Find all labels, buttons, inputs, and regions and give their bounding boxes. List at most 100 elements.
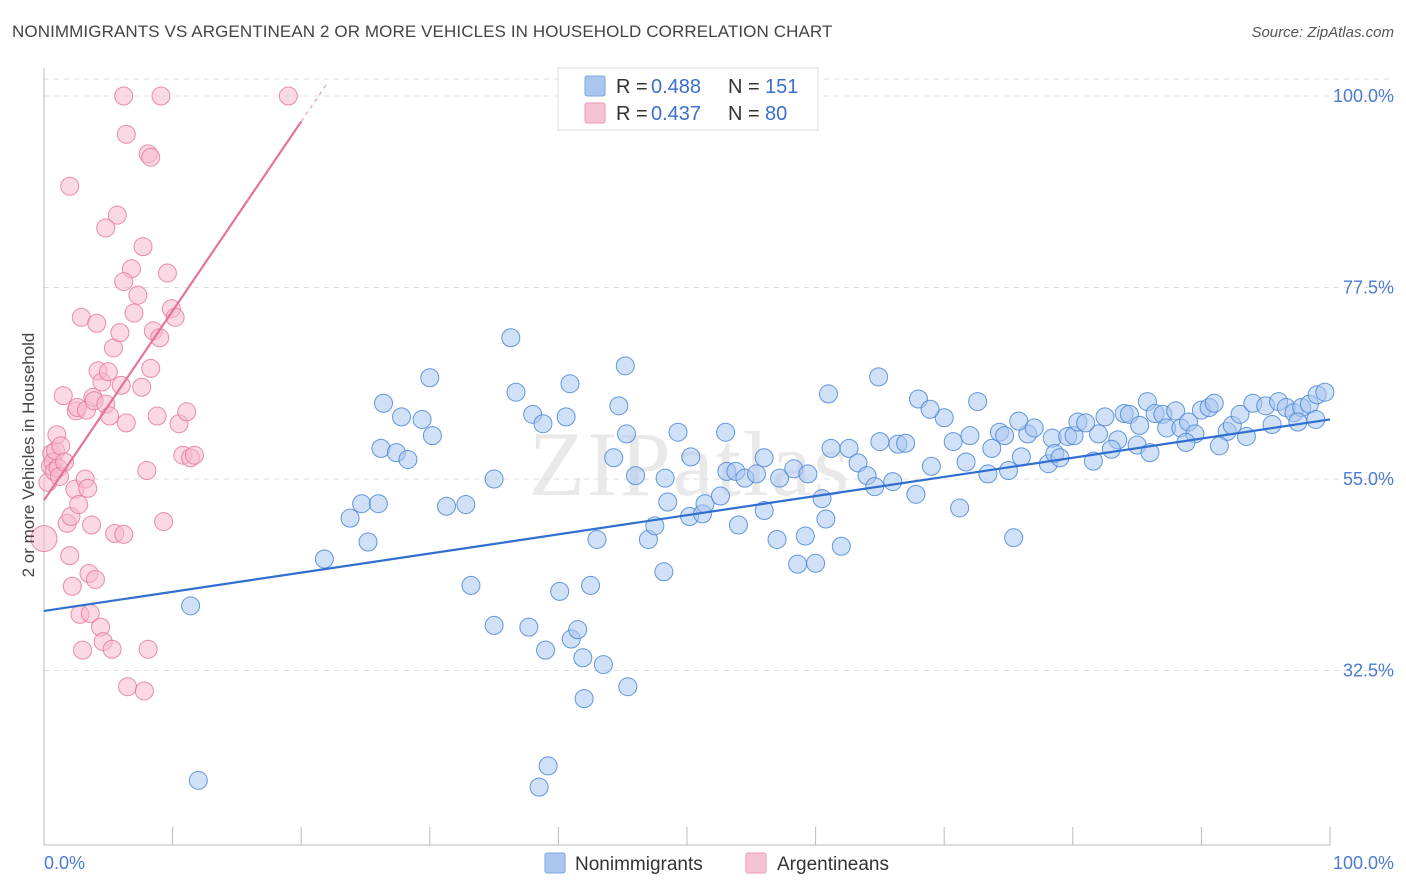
nonimmigrants-point-81 bbox=[960, 426, 980, 446]
nonimmigrants-point-12 bbox=[412, 409, 432, 429]
nonimmigrants-point-116 bbox=[1230, 404, 1250, 424]
nonimmigrants-point-50 bbox=[710, 486, 730, 506]
nonimmigrants-point-131 bbox=[560, 374, 580, 394]
nonimmigrants-point-35 bbox=[593, 655, 613, 675]
legend: R = 0.488 N = 151 R = 0.437 N = 80 bbox=[557, 67, 819, 131]
y-tick-labels: 32.5% 55.0% 77.5% 100.0% bbox=[1333, 86, 1394, 681]
nonimmigrants-point-13 bbox=[420, 368, 440, 388]
argentineans-point-54 bbox=[134, 681, 154, 701]
argentineans-point-33 bbox=[87, 313, 107, 333]
nonimmigrants-point-102 bbox=[1130, 415, 1150, 435]
nonimmigrants-point-6 bbox=[368, 494, 388, 514]
argentineans-point-44 bbox=[107, 205, 127, 225]
nonimmigrants-point-127 bbox=[754, 448, 774, 468]
legend-r-value-1: 0.488 bbox=[651, 76, 701, 98]
nonimmigrants-point-33 bbox=[581, 575, 601, 595]
nonimmigrants-point-113 bbox=[1204, 393, 1224, 413]
nonimmigrants-point-62 bbox=[798, 464, 818, 484]
nonimmigrants-point-80 bbox=[956, 452, 976, 472]
nonimmigrants-point-65 bbox=[821, 438, 841, 458]
argentineans-point-61 bbox=[154, 512, 174, 532]
argentineans-point-29 bbox=[82, 515, 102, 535]
legend-r-label-2: R = bbox=[616, 103, 648, 125]
bottom-legend: Nonimmigrants Argentineans bbox=[544, 852, 889, 875]
nonimmigrants-point-139 bbox=[1024, 418, 1044, 438]
x-tick-label-max: 100.0% bbox=[1333, 853, 1394, 873]
argentineans-point-76 bbox=[60, 176, 80, 196]
nonimmigrants-point-77 bbox=[921, 456, 941, 476]
nonimmigrants-point-85 bbox=[995, 426, 1015, 446]
nonimmigrants-point-34 bbox=[587, 529, 607, 549]
argentineans-point-69 bbox=[184, 445, 204, 465]
nonimmigrants-point-75 bbox=[906, 484, 926, 504]
argentineans-point-47 bbox=[114, 524, 134, 544]
nonimmigrants-point-25 bbox=[536, 640, 556, 660]
nonimmigrants-point-17 bbox=[461, 575, 481, 595]
argentineans-point-23 bbox=[73, 640, 93, 660]
argentineans-point-48 bbox=[116, 413, 136, 433]
nonimmigrants-point-126 bbox=[806, 553, 826, 573]
nonimmigrants-point-57 bbox=[767, 529, 787, 549]
argentineans-point-55 bbox=[137, 461, 157, 481]
nonimmigrants-point-86 bbox=[999, 461, 1018, 481]
nonimmigrants-point-15 bbox=[437, 496, 457, 516]
nonimmigrants-point-27 bbox=[550, 581, 570, 601]
nonimmigrants-point-58 bbox=[770, 468, 790, 488]
bottom-legend-label-nonimmigrants: Nonimmigrants bbox=[575, 854, 703, 875]
trend-lines bbox=[43, 83, 1331, 613]
argentineans-point-45 bbox=[110, 323, 130, 343]
argentineans-point-20 bbox=[69, 495, 89, 515]
nonimmigrants-point-19 bbox=[484, 469, 504, 489]
nonimmigrants-point-37 bbox=[615, 356, 635, 376]
argentineans-points bbox=[30, 86, 298, 701]
nonimmigrants-point-22 bbox=[519, 617, 539, 637]
nonimmigrants-point-3 bbox=[340, 508, 360, 528]
nonimmigrants-point-107 bbox=[1166, 401, 1186, 421]
nonimmigrants-point-60 bbox=[788, 554, 808, 574]
nonimmigrants-point-24 bbox=[533, 414, 553, 434]
nonimmigrants-point-39 bbox=[618, 677, 638, 697]
nonimmigrants-point-71 bbox=[870, 432, 890, 452]
argentineans-point-57 bbox=[141, 358, 161, 378]
argentineans-point-70 bbox=[114, 86, 134, 106]
argentineans-point-11 bbox=[53, 386, 73, 406]
nonimmigrants-point-16 bbox=[456, 495, 476, 515]
nonimmigrants-point-32 bbox=[574, 689, 594, 709]
nonimmigrants-point-14 bbox=[422, 426, 442, 446]
bottom-legend-swatch-nonimmigrants bbox=[544, 852, 566, 874]
nonimmigrants-point-11 bbox=[398, 449, 418, 469]
nonimmigrants-point-72 bbox=[883, 472, 903, 492]
argentineans-point-62 bbox=[157, 263, 177, 283]
nonimmigrants-point-150 bbox=[1306, 409, 1326, 429]
nonimmigrants-point-56 bbox=[754, 501, 774, 521]
nonimmigrants-point-96 bbox=[1083, 451, 1103, 471]
nonimmigrants-point-28 bbox=[556, 407, 576, 427]
argentineans-point-59 bbox=[147, 406, 167, 426]
nonimmigrants-point-141 bbox=[1076, 413, 1096, 433]
nonimmigrants-point-149 bbox=[1288, 412, 1308, 432]
legend-swatch-argentineans bbox=[584, 102, 606, 124]
argentineans-point-67 bbox=[177, 402, 197, 422]
nonimmigrants-point-98 bbox=[1095, 407, 1115, 427]
nonimmigrants-point-88 bbox=[1011, 447, 1031, 467]
argentineans-point-0 bbox=[30, 525, 58, 553]
nonimmigrants-point-31 bbox=[573, 648, 593, 668]
argentineans-point-40 bbox=[100, 406, 120, 426]
argentineans-point-16 bbox=[62, 576, 82, 596]
nonimmigrants-point-129 bbox=[626, 466, 646, 486]
argentineans-point-79 bbox=[114, 272, 134, 292]
argentineans-point-39 bbox=[98, 362, 118, 382]
nonimmigrants-point-2 bbox=[188, 770, 208, 790]
nonimmigrants-point-38 bbox=[617, 424, 637, 444]
nonimmigrants-point-20 bbox=[501, 328, 521, 348]
nonimmigrants-point-97 bbox=[1089, 424, 1109, 444]
y-tick-label-0: 32.5% bbox=[1343, 661, 1394, 681]
nonimmigrants-point-82 bbox=[968, 392, 988, 412]
legend-n-value-1: 151 bbox=[765, 76, 798, 98]
nonimmigrants-point-67 bbox=[839, 438, 859, 458]
nonimmigrants-point-5 bbox=[358, 532, 378, 552]
argentineans-point-71 bbox=[151, 86, 171, 106]
nonimmigrants-point-21 bbox=[506, 382, 526, 402]
nonimmigrants-point-130 bbox=[604, 448, 624, 468]
argentineans-point-10 bbox=[51, 436, 71, 456]
